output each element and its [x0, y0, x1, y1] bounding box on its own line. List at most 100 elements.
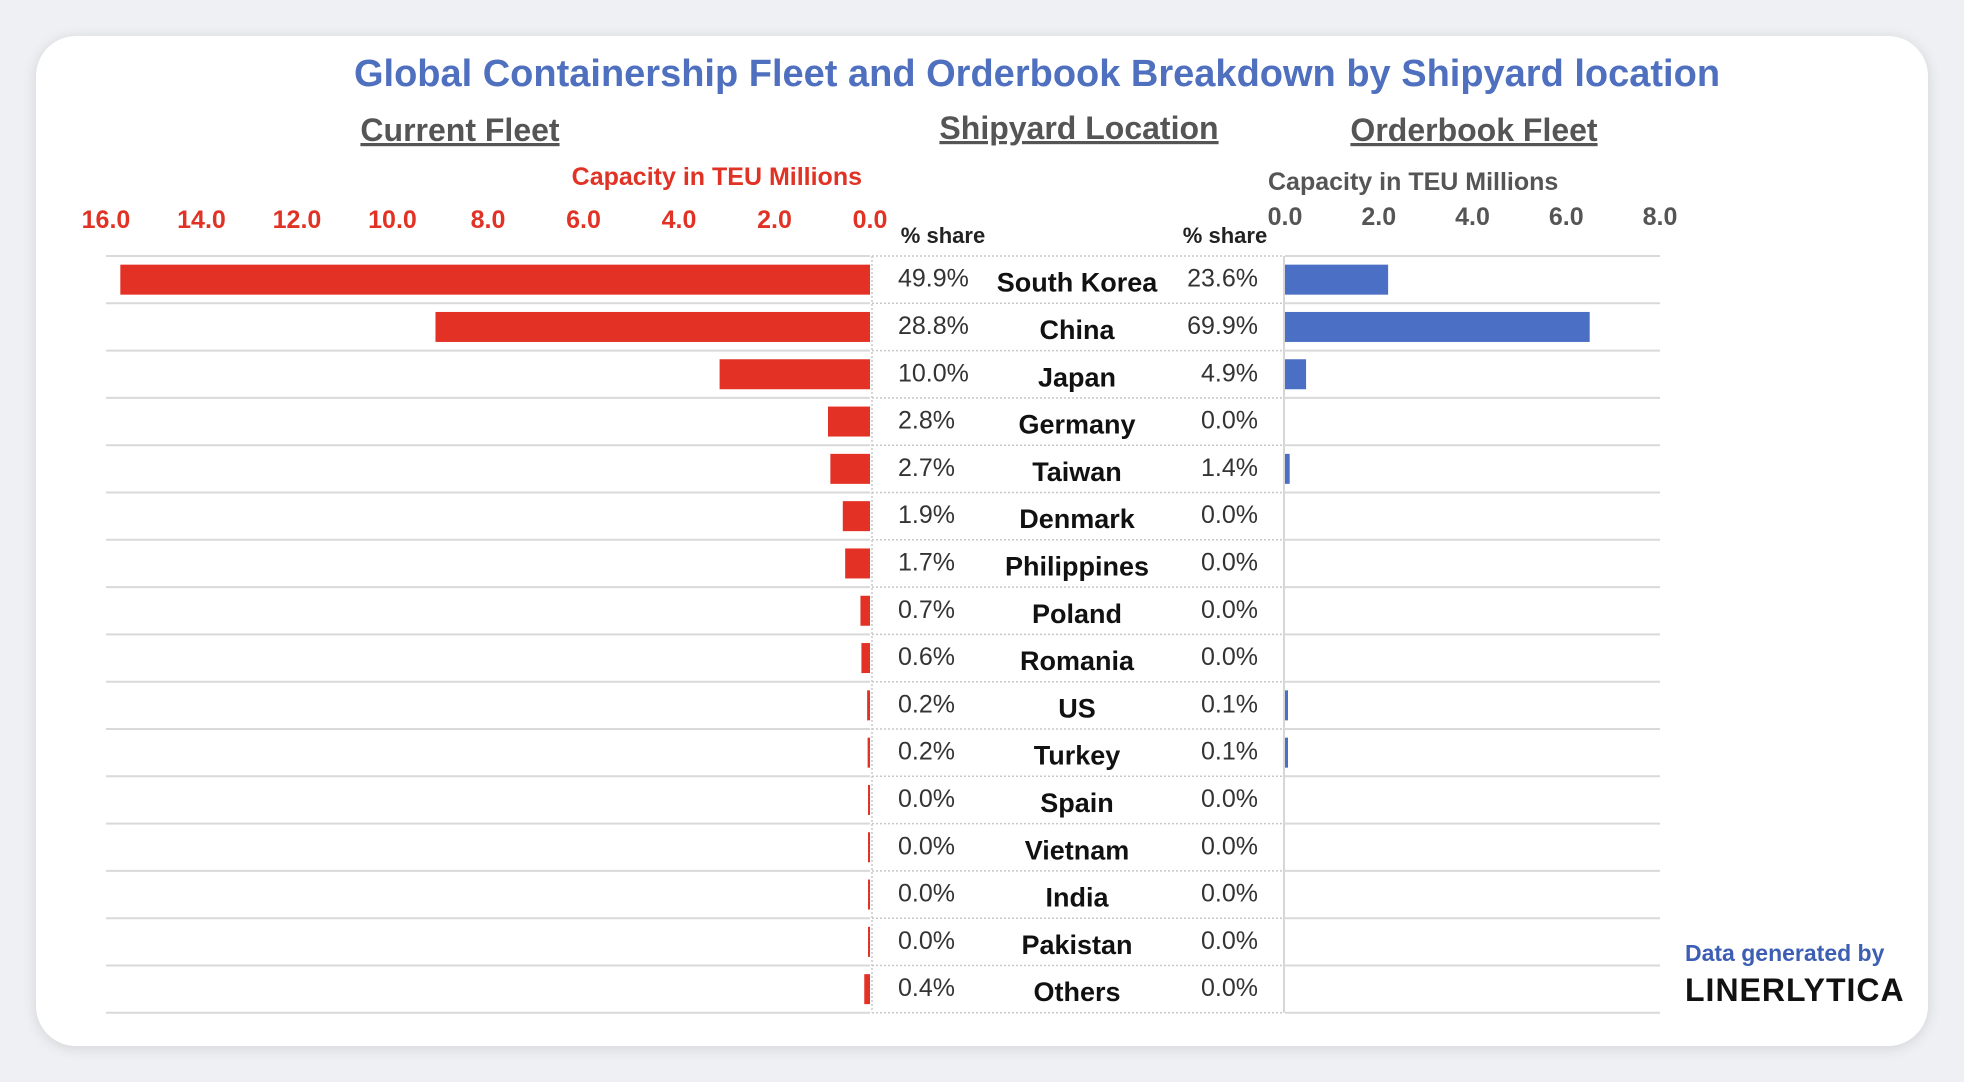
orderbook-share-label: 0.0% — [1201, 927, 1258, 955]
fleet-bar — [867, 737, 870, 768]
left-axis-ticks: 16.0 14.0 12.0 10.0 8.0 6.0 4.0 2.0 0.0 — [82, 206, 888, 234]
orderbook-share-label: 0.0% — [1201, 832, 1258, 860]
country-label: Spain — [1040, 788, 1114, 818]
left-tick-label: 10.0 — [368, 206, 417, 234]
orderbook-share-label: 0.0% — [1201, 880, 1258, 908]
fleet-bar — [868, 879, 870, 910]
left-axis-label: Capacity in TEU Millions — [572, 163, 862, 191]
country-label: Philippines — [1005, 551, 1149, 581]
right-tick-label: 0.0 — [1268, 203, 1303, 231]
fleet-bar — [435, 311, 870, 342]
fleet-bar — [827, 406, 870, 437]
fleet-share-label: 0.0% — [898, 880, 955, 908]
country-label: Others — [1033, 977, 1120, 1007]
fleet-share-header: % share — [901, 223, 985, 248]
fleet-share-label: 2.7% — [898, 454, 955, 482]
orderbook-share-label: 4.9% — [1201, 359, 1258, 387]
chart-title: Global Containership Fleet and Orderbook… — [354, 53, 1720, 95]
fleet-share-label: 0.0% — [898, 927, 955, 955]
country-label: Poland — [1032, 599, 1122, 629]
row-gridlines — [106, 255, 1660, 1014]
fleet-share-label: 0.2% — [898, 738, 955, 766]
orderbook-share-label: 0.1% — [1201, 690, 1258, 718]
country-label: Romania — [1020, 646, 1135, 676]
brand-logo: LINERLYTICA — [1685, 972, 1905, 1008]
orderbook-bar — [1285, 359, 1307, 390]
fleet-share-label: 0.0% — [898, 832, 955, 860]
orderbook-share-label: 0.0% — [1201, 501, 1258, 529]
fleet-bar — [860, 595, 870, 626]
left-tick-label: 14.0 — [177, 206, 226, 234]
fleet-share-label: 1.7% — [898, 548, 955, 576]
country-label: India — [1045, 883, 1109, 913]
orderbook-bar — [1285, 311, 1590, 342]
right-tick-label: 4.0 — [1455, 203, 1490, 231]
orderbook-share-label: 0.0% — [1201, 974, 1258, 1002]
fleet-bar — [845, 548, 870, 579]
fleet-bar — [868, 784, 870, 815]
fleet-bar — [719, 359, 870, 390]
fleet-share-label: 0.0% — [898, 785, 955, 813]
fleet-share-label: 0.7% — [898, 596, 955, 624]
left-tick-label: 12.0 — [273, 206, 322, 234]
left-tick-label: 4.0 — [662, 206, 697, 234]
orderbook-share-label: 0.0% — [1201, 596, 1258, 624]
orderbook-share-label: 0.0% — [1201, 785, 1258, 813]
orderbook-share-label: 0.0% — [1201, 643, 1258, 671]
orderbook-share-label: 1.4% — [1201, 454, 1258, 482]
fleet-share-label: 28.8% — [898, 312, 969, 340]
fleet-share-label: 10.0% — [898, 359, 969, 387]
right-tick-label: 8.0 — [1643, 203, 1678, 231]
right-axis-ticks: 0.0 2.0 4.0 6.0 8.0 — [1268, 203, 1678, 231]
fleet-share-label: 49.9% — [898, 265, 969, 293]
country-label: Denmark — [1019, 504, 1136, 534]
orderbook-bar — [1285, 737, 1288, 768]
orderbook-share-label: 0.1% — [1201, 738, 1258, 766]
left-tick-label: 2.0 — [757, 206, 792, 234]
right-tick-label: 6.0 — [1549, 203, 1584, 231]
country-label: China — [1039, 315, 1115, 345]
fleet-bar — [864, 974, 870, 1005]
country-label: US — [1058, 693, 1096, 723]
fleet-bar — [120, 264, 870, 295]
country-label: Taiwan — [1032, 457, 1122, 487]
left-tick-label: 0.0 — [853, 206, 888, 234]
fleet-bar — [842, 501, 870, 532]
fleet-bar — [861, 643, 870, 674]
fleet-share-label: 1.9% — [898, 501, 955, 529]
fleet-bar — [830, 453, 870, 484]
orderbook-share-label: 23.6% — [1187, 265, 1258, 293]
orderbook-fleet-bars — [1285, 264, 1590, 768]
fleet-share-label: 0.2% — [898, 690, 955, 718]
fleet-share-label: 0.6% — [898, 643, 955, 671]
credit-line: Data generated by — [1685, 940, 1885, 966]
orderbook-bar — [1285, 264, 1389, 295]
country-label: Turkey — [1034, 741, 1121, 771]
country-label: Germany — [1018, 410, 1135, 440]
right-tick-label: 2.0 — [1361, 203, 1396, 231]
orderbook-bar — [1285, 690, 1288, 721]
fleet-bar — [868, 832, 870, 863]
orderbook-fleet-heading: Orderbook Fleet — [1350, 112, 1598, 148]
fleet-bar — [868, 926, 870, 957]
fleet-share-label: 0.4% — [898, 974, 955, 1002]
orderbook-share-label: 0.0% — [1201, 407, 1258, 435]
country-label: Vietnam — [1025, 835, 1130, 865]
country-label: South Korea — [997, 268, 1158, 298]
orderbook-bar — [1285, 453, 1290, 484]
shipyard-location-heading: Shipyard Location — [939, 110, 1218, 146]
country-label: Japan — [1038, 362, 1116, 392]
fleet-share-label: 2.8% — [898, 407, 955, 435]
right-axis-label: Capacity in TEU Millions — [1268, 168, 1558, 196]
country-label: Pakistan — [1021, 930, 1132, 960]
left-tick-label: 16.0 — [82, 206, 131, 234]
orderbook-share-label: 69.9% — [1187, 312, 1258, 340]
current-fleet-heading: Current Fleet — [360, 112, 559, 148]
orderbook-share-header: % share — [1183, 223, 1267, 248]
chart-card — [36, 36, 1928, 1046]
shipyard-table: 49.9% South Korea 23.6% 28.8% China 69.9% 10.0… — [898, 265, 1258, 1008]
fleet-bar — [867, 690, 870, 721]
left-tick-label: 6.0 — [566, 206, 601, 234]
left-tick-label: 8.0 — [471, 206, 506, 234]
